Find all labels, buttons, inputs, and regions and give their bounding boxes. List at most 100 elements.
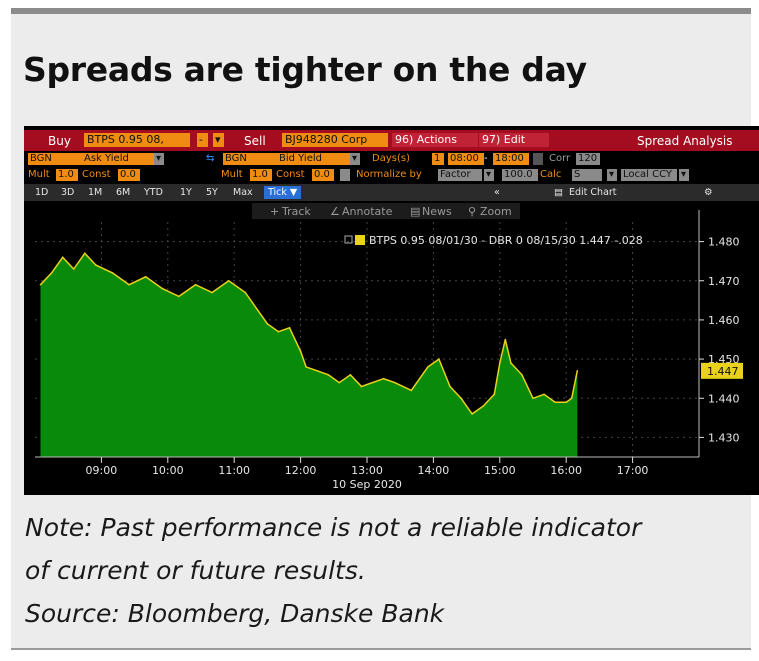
series-area bbox=[40, 253, 578, 457]
series-point bbox=[460, 397, 462, 400]
buy-label: Buy bbox=[48, 134, 71, 148]
time-to-field[interactable]: 18:00 bbox=[493, 153, 529, 165]
x-tick-label: 11:00 bbox=[218, 464, 250, 477]
x-tick-label: 12:00 bbox=[285, 464, 317, 477]
figure-frame: Spreads are tighter on the day Buy BTPS … bbox=[11, 8, 759, 650]
x-tick-label: 15:00 bbox=[484, 464, 516, 477]
chart-tool-annotate: Annotate bbox=[342, 205, 393, 218]
yield-field-1[interactable]: Ask Yield bbox=[82, 153, 158, 165]
time-from-field[interactable]: 08:00 bbox=[448, 153, 484, 165]
series-point bbox=[570, 397, 573, 400]
series-point bbox=[410, 389, 413, 392]
footnote-source: Source: Bloomberg, Danske Bank bbox=[25, 599, 445, 628]
spread-chart: 1.480 1.470 1.460 1.450 1.440 1.430 09:00 10:00… bbox=[35, 203, 743, 491]
x-tick-label: 17:00 bbox=[617, 464, 649, 477]
footnote-disclaimer-1: Note: Past performance is not a reliable… bbox=[25, 513, 642, 542]
corr-field[interactable]: 120 bbox=[576, 153, 600, 165]
top-rule bbox=[11, 8, 751, 14]
mult-field-1[interactable]: 1.0 bbox=[56, 169, 78, 181]
series-point bbox=[178, 295, 180, 298]
factor-field[interactable]: 100.0 bbox=[502, 169, 538, 181]
buy-dropdown-icon[interactable]: ▾ bbox=[213, 133, 224, 147]
period-ytd[interactable]: YTD bbox=[144, 187, 163, 198]
yield-field-2[interactable]: Bid Yield bbox=[277, 153, 353, 165]
chart-tool-zoom: Zoom bbox=[480, 205, 512, 218]
y-tick-label: 1.470 bbox=[708, 275, 740, 288]
period-3d[interactable]: 3D bbox=[61, 187, 75, 198]
sell-label: Sell bbox=[244, 134, 266, 148]
series-point bbox=[299, 350, 302, 353]
period-1d[interactable]: 1D bbox=[35, 187, 49, 198]
tick-button[interactable]: Tick ▼ bbox=[264, 186, 302, 199]
last-value-label: 1.447 bbox=[707, 365, 739, 378]
const-label-2: Const bbox=[276, 169, 305, 180]
axes: 1.480 1.470 1.460 1.450 1.440 1.430 09:00 10:00… bbox=[35, 210, 743, 491]
series-point bbox=[521, 373, 523, 376]
normalize-dropdown[interactable]: ▾ bbox=[484, 169, 494, 181]
yield-dropdown-2[interactable]: ▾ bbox=[350, 153, 360, 165]
period-1m[interactable]: 1M bbox=[88, 187, 103, 198]
normalize-checkbox[interactable] bbox=[340, 169, 350, 181]
edit-chart-icon[interactable]: ▤ bbox=[554, 187, 563, 198]
mult-label-1: Mult bbox=[28, 169, 50, 180]
buy-ticker-field[interactable]: BTPS 0.95 08, bbox=[84, 133, 190, 147]
period-6m[interactable]: 6M bbox=[116, 187, 131, 198]
currency-field[interactable]: Local CCY bbox=[621, 169, 677, 181]
time-separator: - bbox=[484, 153, 488, 164]
normalize-field[interactable]: Factor bbox=[438, 169, 482, 181]
corr-checkbox[interactable] bbox=[533, 153, 543, 165]
series-point bbox=[316, 370, 319, 372]
series-point bbox=[360, 385, 363, 388]
y-tick-label: 1.430 bbox=[708, 431, 740, 444]
const-field-1[interactable]: 0.0 bbox=[118, 169, 140, 181]
mult-label-2: Mult bbox=[221, 169, 243, 180]
edit-chart-button[interactable]: Edit Chart bbox=[569, 187, 617, 198]
const-field-2[interactable]: 0.0 bbox=[312, 169, 334, 181]
days-field[interactable]: 1 bbox=[432, 153, 444, 165]
gear-icon[interactable]: ⚙ bbox=[704, 187, 713, 198]
series-point bbox=[504, 338, 507, 341]
edit-menu[interactable]: 97) Edit bbox=[479, 133, 549, 147]
series-point bbox=[211, 291, 213, 294]
series-point bbox=[244, 291, 247, 294]
days-label: Days(s) bbox=[372, 153, 410, 164]
period-row: 1D 3D 1M 6M YTD 1Y 5Y Max Tick ▼ « ▤ Edi… bbox=[24, 184, 759, 201]
calc-dropdown[interactable]: ▾ bbox=[607, 169, 617, 181]
series-point bbox=[371, 381, 374, 384]
zoom-icon: ⚲ bbox=[468, 205, 476, 218]
currency-dropdown[interactable]: ▾ bbox=[679, 169, 689, 181]
swap-icon[interactable]: ⇆ bbox=[206, 153, 215, 164]
toolbar-row: Buy BTPS 0.95 08, - ▾ Sell BJ948280 Corp… bbox=[24, 130, 759, 151]
buy-dropdown[interactable]: - bbox=[197, 133, 208, 147]
calc-field[interactable]: S bbox=[572, 169, 602, 181]
series-point bbox=[482, 405, 485, 407]
series-point bbox=[554, 401, 556, 403]
bottom-rule bbox=[11, 648, 751, 650]
source-field-1[interactable]: BGN bbox=[28, 153, 82, 165]
series-point bbox=[128, 283, 130, 286]
yield-dropdown-1[interactable]: ▾ bbox=[154, 153, 164, 165]
legend-swatch bbox=[355, 235, 365, 245]
chart-tools-bar bbox=[252, 203, 520, 219]
mult-field-2[interactable]: 1.0 bbox=[250, 169, 272, 181]
series-point bbox=[305, 366, 307, 368]
period-max[interactable]: Max bbox=[233, 187, 253, 198]
series-point bbox=[111, 272, 114, 274]
collapse-icon[interactable]: « bbox=[494, 187, 500, 198]
series-point bbox=[288, 326, 291, 329]
track-icon: + bbox=[270, 205, 279, 218]
series-point bbox=[39, 283, 42, 286]
spread-analysis-title: Spread Analysis bbox=[637, 134, 733, 148]
actions-menu[interactable]: 96) Actions bbox=[392, 133, 478, 147]
y-tick-label: 1.440 bbox=[708, 392, 740, 405]
source-field-2[interactable]: BGN bbox=[223, 153, 277, 165]
series-point bbox=[161, 287, 164, 290]
period-1y[interactable]: 1Y bbox=[180, 187, 192, 198]
sell-ticker-field[interactable]: BJ948280 Corp bbox=[282, 133, 388, 147]
series-point bbox=[277, 330, 280, 333]
series-point bbox=[227, 279, 230, 282]
series-point bbox=[493, 393, 496, 396]
footnote: Note: Past performance is not a reliable… bbox=[25, 506, 641, 635]
period-5y[interactable]: 5Y bbox=[206, 187, 218, 198]
x-tick-label: 13:00 bbox=[351, 464, 383, 477]
